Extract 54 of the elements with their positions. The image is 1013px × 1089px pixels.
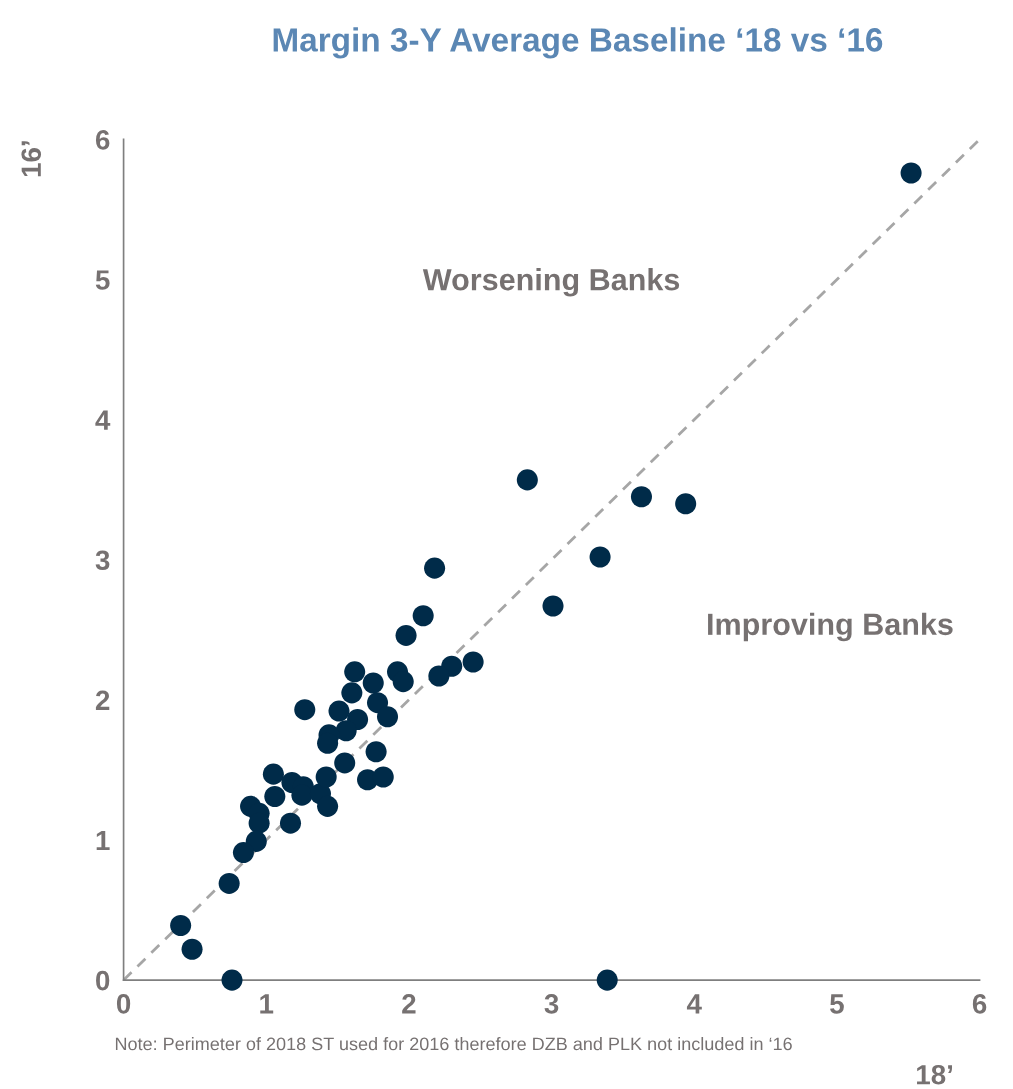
point	[900, 162, 922, 184]
point	[245, 830, 267, 852]
x-tick-label: 3	[544, 994, 559, 1014]
x-tick-label: 2	[402, 994, 416, 1014]
x-axis-title: 18’	[917, 1064, 953, 1085]
point	[392, 671, 414, 693]
point	[218, 872, 240, 894]
point	[341, 682, 363, 704]
point	[262, 763, 284, 785]
point	[596, 969, 618, 991]
point	[395, 624, 417, 646]
point	[630, 486, 652, 508]
point	[317, 795, 339, 817]
point	[335, 720, 357, 742]
x-tick-label: 1	[260, 994, 274, 1014]
point	[428, 665, 450, 687]
point	[294, 699, 316, 721]
point	[424, 557, 446, 579]
point	[362, 672, 384, 694]
point	[542, 595, 564, 617]
point	[516, 469, 538, 491]
y-tick-label: 3	[95, 550, 110, 571]
point	[181, 938, 203, 960]
y-tick-label: 1	[96, 830, 110, 851]
y-tick-label: 0	[96, 970, 110, 991]
x-tick-label: 6	[972, 994, 987, 1014]
annotation: Worsening Banks	[422, 268, 680, 297]
y-tick-label: 2	[95, 690, 110, 710]
point	[170, 914, 192, 936]
y-axis-title: 16’	[21, 141, 42, 177]
x-tick-label: 4	[686, 994, 702, 1014]
y-tick-label: 5	[95, 270, 110, 290]
point	[315, 766, 337, 788]
y-tick-label: 6	[95, 130, 110, 150]
chart-title: Margin 3-Y Average Baseline ‘18 vs ‘16	[273, 27, 883, 59]
point	[264, 786, 286, 808]
point	[279, 812, 302, 834]
point	[221, 969, 243, 991]
x-tick-label: 5	[830, 994, 844, 1014]
point	[232, 842, 254, 864]
text: Note: Perimeter of 2018 ST used for 2016 therefore DZB and PLK not included in ‘16	[115, 1037, 792, 1051]
point	[334, 752, 356, 774]
point	[365, 741, 387, 763]
point	[372, 766, 394, 788]
point	[462, 651, 484, 673]
point	[589, 546, 611, 568]
annotation: Improving Banks	[708, 612, 953, 642]
point	[675, 493, 697, 515]
point	[344, 661, 366, 683]
y-tick-label: 4	[95, 410, 111, 430]
point	[412, 605, 434, 627]
x-tick-label: 0	[116, 994, 131, 1014]
point	[376, 706, 399, 728]
point	[328, 700, 350, 722]
